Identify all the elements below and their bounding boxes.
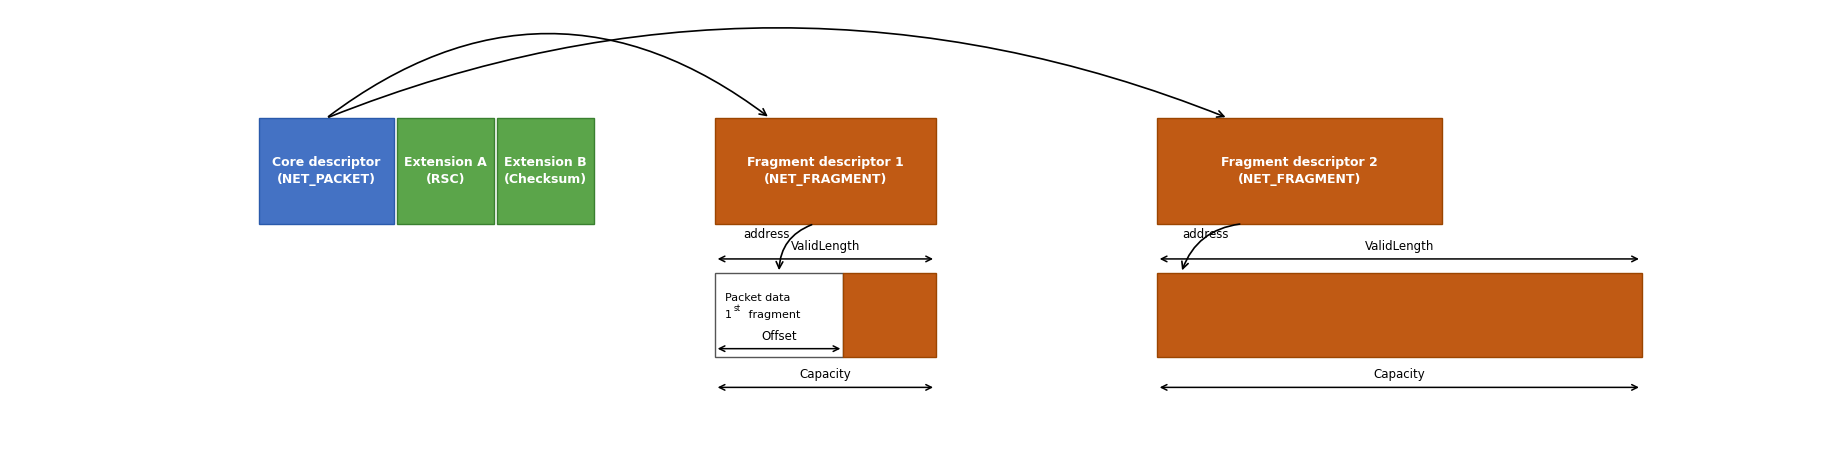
Text: Core descriptor
(NET_PACKET): Core descriptor (NET_PACKET) bbox=[272, 156, 381, 186]
FancyBboxPatch shape bbox=[1157, 273, 1640, 357]
Text: Fragment descriptor 2
(NET_FRAGMENT): Fragment descriptor 2 (NET_FRAGMENT) bbox=[1221, 156, 1377, 186]
Text: address: address bbox=[743, 228, 789, 241]
Text: 1: 1 bbox=[725, 310, 732, 320]
Text: Extension B
(Checksum): Extension B (Checksum) bbox=[504, 156, 587, 186]
Text: Offset: Offset bbox=[761, 330, 796, 343]
Text: st: st bbox=[734, 304, 741, 314]
FancyBboxPatch shape bbox=[497, 118, 594, 224]
FancyBboxPatch shape bbox=[1157, 118, 1442, 224]
Text: Capacity: Capacity bbox=[800, 368, 851, 381]
Text: fragment: fragment bbox=[745, 310, 800, 320]
Text: Packet data: Packet data bbox=[725, 293, 789, 303]
Text: ValidLength: ValidLength bbox=[791, 239, 859, 253]
FancyBboxPatch shape bbox=[397, 118, 493, 224]
Text: Fragment descriptor 1
(NET_FRAGMENT): Fragment descriptor 1 (NET_FRAGMENT) bbox=[747, 156, 903, 186]
Text: Capacity: Capacity bbox=[1372, 368, 1425, 381]
Text: address: address bbox=[1182, 228, 1228, 241]
Text: ValidLength: ValidLength bbox=[1365, 239, 1433, 253]
FancyBboxPatch shape bbox=[714, 118, 936, 224]
FancyBboxPatch shape bbox=[257, 118, 394, 224]
Text: Extension A
(RSC): Extension A (RSC) bbox=[405, 156, 487, 186]
FancyBboxPatch shape bbox=[714, 273, 842, 357]
FancyBboxPatch shape bbox=[842, 273, 936, 357]
